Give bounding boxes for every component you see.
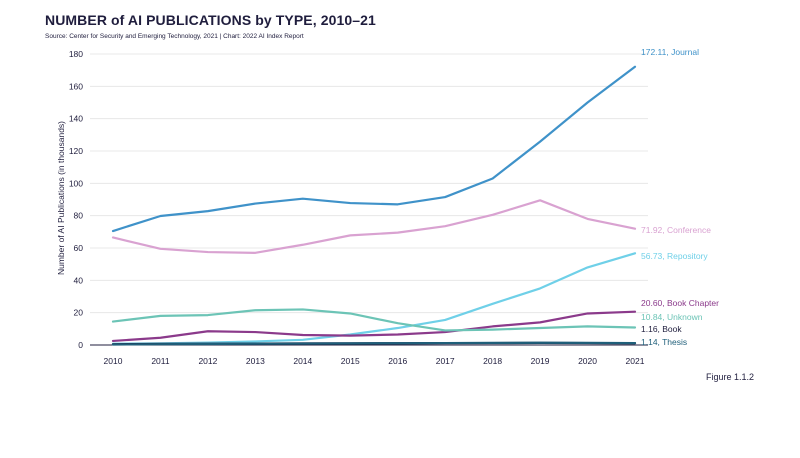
y-tick-label: 160 bbox=[69, 81, 83, 91]
x-tick-label: 2021 bbox=[626, 356, 645, 366]
chart-source: Source: Center for Security and Emerging… bbox=[45, 33, 304, 40]
series-end-labels: 172.11, Journal 71.92, Conference 56.73, R… bbox=[641, 47, 719, 347]
y-tick-label: 80 bbox=[74, 211, 84, 221]
y-axis-label: Number of AI Publications (in thousands) bbox=[56, 121, 66, 275]
x-tick-label: 2016 bbox=[388, 356, 407, 366]
x-tick-label: 2014 bbox=[293, 356, 312, 366]
series-end-label-book: 1.16, Book bbox=[641, 324, 682, 334]
x-tick-label: 2017 bbox=[436, 356, 455, 366]
y-tick-label: 100 bbox=[69, 178, 83, 188]
x-axis-ticks: 2010 2011 2012 2013 2014 2015 2016 2017 2018 2019… bbox=[104, 356, 645, 366]
x-tick-label: 2018 bbox=[483, 356, 502, 366]
series-end-label-repository: 56.73, Repository bbox=[641, 251, 708, 261]
y-tick-label: 120 bbox=[69, 146, 83, 156]
x-tick-label: 2019 bbox=[531, 356, 550, 366]
x-tick-label: 2013 bbox=[246, 356, 265, 366]
series-line-thesis bbox=[111, 341, 637, 346]
grid-lines bbox=[90, 53, 648, 346]
x-tick-label: 2012 bbox=[198, 356, 217, 366]
x-tick-label: 2015 bbox=[341, 356, 360, 366]
series-line-conference bbox=[111, 199, 637, 254]
y-tick-label: 20 bbox=[74, 308, 84, 318]
y-tick-label: 180 bbox=[69, 49, 83, 59]
series-end-label-journal: 172.11, Journal bbox=[641, 47, 699, 57]
x-tick-label: 2010 bbox=[104, 356, 123, 366]
y-tick-label: 0 bbox=[78, 340, 83, 350]
series-end-label-book-chapter: 20.60, Book Chapter bbox=[641, 298, 719, 308]
series-end-label-conference: 71.92, Conference bbox=[641, 225, 711, 235]
series-lines bbox=[111, 65, 637, 346]
figure-label: Figure 1.1.2 bbox=[706, 372, 755, 382]
series-line-unknown bbox=[111, 308, 637, 332]
y-tick-label: 60 bbox=[74, 243, 84, 253]
series-line-repository bbox=[111, 252, 637, 345]
x-tick-label: 2020 bbox=[578, 356, 597, 366]
series-line-book-chapter bbox=[111, 310, 637, 343]
series-end-label-unknown: 10.84, Unknown bbox=[641, 312, 703, 322]
y-tick-label: 140 bbox=[69, 114, 83, 124]
series-end-label-thesis: 1.14, Thesis bbox=[641, 337, 687, 347]
series-line-journal bbox=[111, 65, 637, 233]
y-tick-label: 40 bbox=[74, 275, 84, 285]
chart-title: NUMBER of AI PUBLICATIONS by TYPE, 2010–… bbox=[45, 12, 376, 28]
y-axis-ticks: 0 20 40 60 80 100 120 140 160 180 bbox=[69, 49, 83, 350]
x-tick-label: 2011 bbox=[151, 356, 170, 366]
